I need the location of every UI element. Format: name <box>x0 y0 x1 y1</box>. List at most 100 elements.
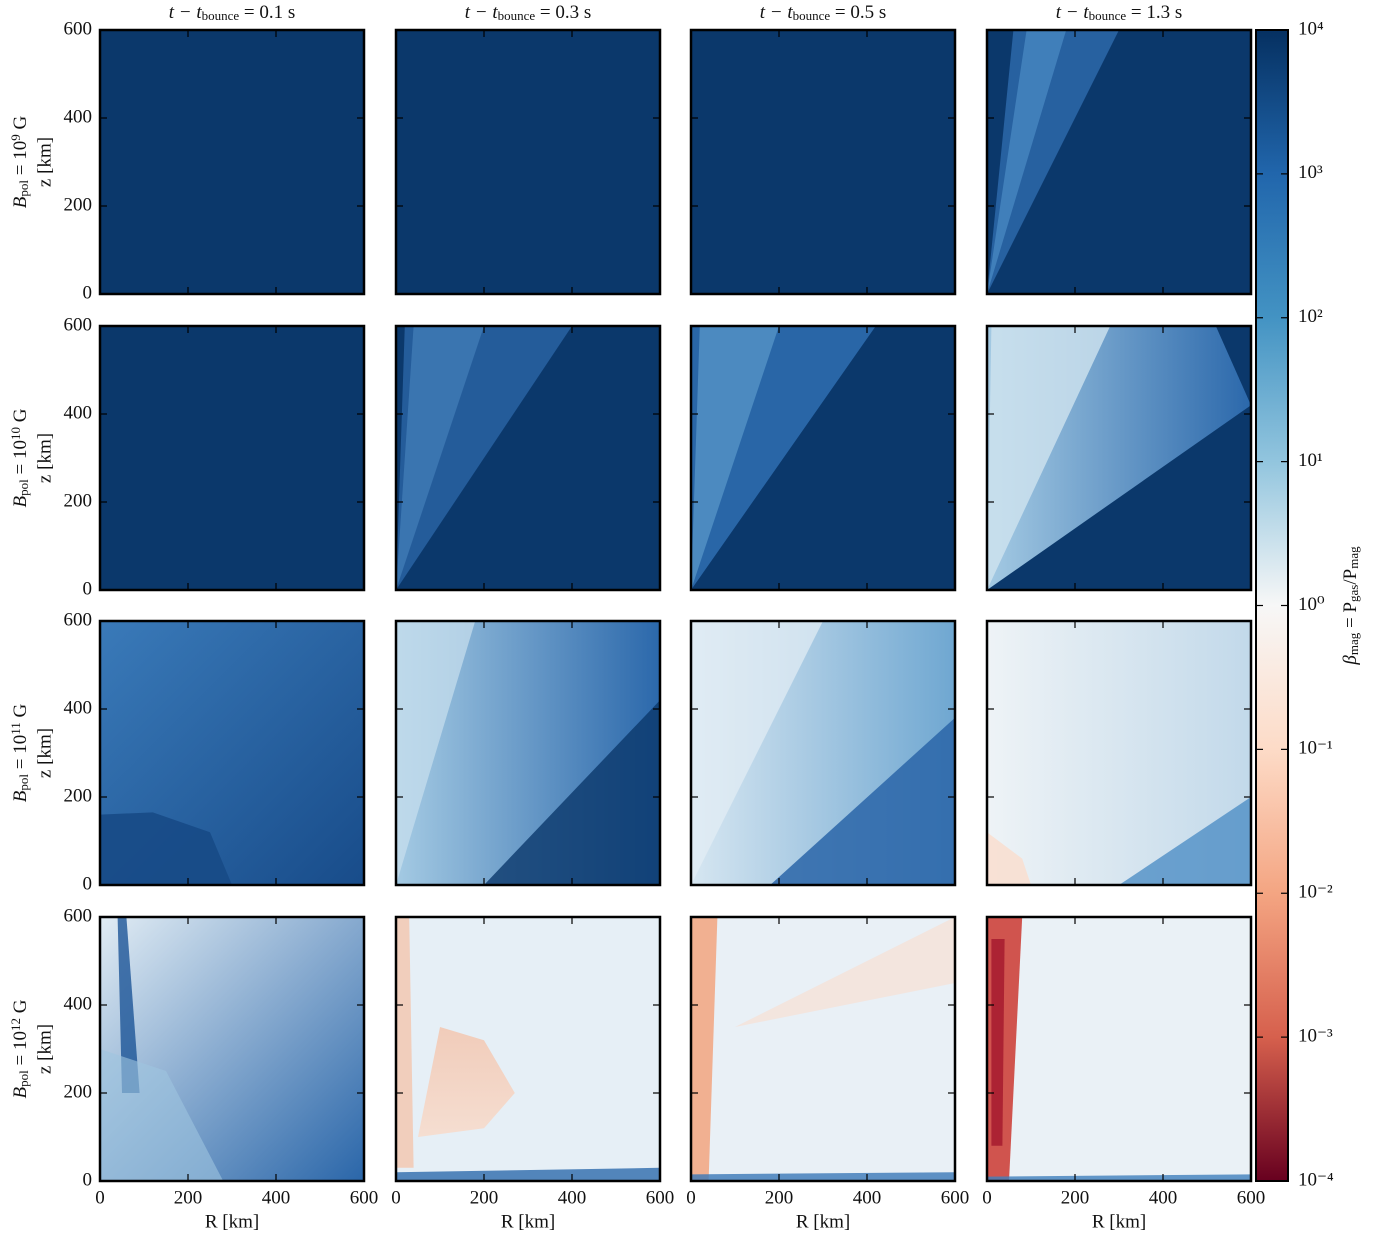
panel-frame <box>98 619 366 887</box>
field-structure <box>396 1167 660 1181</box>
field <box>100 326 364 590</box>
panel <box>394 915 662 1183</box>
field <box>987 30 1251 294</box>
x-axis-label: R [km] <box>796 1211 850 1232</box>
panel <box>98 619 366 887</box>
x-tick-label: 200 <box>174 1187 203 1208</box>
panel <box>98 28 366 296</box>
x-axis-label: R [km] <box>501 1211 555 1232</box>
y-tick-label: 200 <box>64 194 93 215</box>
colorbar-label-part: /P <box>1340 569 1361 585</box>
row-label-part: G <box>10 408 31 427</box>
y-tick-label: 200 <box>64 785 93 806</box>
panel-frame <box>689 28 957 296</box>
row-label-part: 11 <box>8 722 23 735</box>
panel-frame <box>985 28 1253 296</box>
y-axis-label: z [km] <box>34 1024 55 1074</box>
y-tick-label: 0 <box>83 282 93 303</box>
panel <box>394 619 662 887</box>
x-axis-label: R [km] <box>205 1211 259 1232</box>
row-label: Bpol = 109 G <box>8 116 32 209</box>
row-label-part: = 10 <box>10 1031 31 1070</box>
field-base <box>100 30 364 294</box>
panel <box>394 324 662 592</box>
colorbar-label-part: gas <box>1346 585 1361 602</box>
panel-frame <box>689 915 957 1183</box>
row-label-part: B <box>10 1086 31 1098</box>
column-title-part: = 0.1 s <box>239 2 295 23</box>
column-title-part: t − t <box>1056 2 1090 23</box>
panel <box>985 619 1253 887</box>
row-label-part: G <box>10 704 31 723</box>
colorbar-label-part: mag <box>1346 546 1361 569</box>
column-title-part: t − t <box>465 2 499 23</box>
field <box>691 30 955 294</box>
x-tick-label: 0 <box>391 1187 401 1208</box>
colorbar-tick-label: 10⁰ <box>1298 594 1325 615</box>
row-label-part: = 10 <box>10 735 31 774</box>
field-structure <box>100 812 232 885</box>
colorbar-label-part: β <box>1340 655 1361 666</box>
row-label-part: G <box>10 116 31 135</box>
field-base <box>396 30 660 294</box>
y-tick-label: 400 <box>64 402 93 423</box>
column-title-part: t − t <box>760 2 794 23</box>
x-axis-label: R [km] <box>1092 1211 1146 1232</box>
field-structure <box>735 917 955 1027</box>
x-tick-label: 200 <box>765 1187 794 1208</box>
row-label-part: = 10 <box>10 440 31 479</box>
field-structure <box>117 917 140 1093</box>
field-base <box>100 326 364 590</box>
field-structure <box>100 1049 224 1181</box>
panel <box>985 915 1253 1183</box>
field <box>396 30 660 294</box>
colorbar-label-part: = P <box>1340 602 1361 633</box>
colorbar-tick-label: 10⁻⁴ <box>1298 1169 1334 1190</box>
panel-frame <box>98 915 366 1183</box>
field-structure <box>1119 797 1251 885</box>
y-tick-label: 200 <box>64 1081 93 1102</box>
field-structure <box>396 917 414 1168</box>
x-tick-label: 200 <box>1061 1187 1090 1208</box>
row-label-part: 10 <box>8 427 23 440</box>
panel <box>689 28 957 296</box>
field <box>396 326 660 590</box>
field-base <box>691 30 955 294</box>
field-structure <box>396 326 484 590</box>
row-label-part: pol <box>16 180 31 197</box>
field <box>396 621 660 885</box>
colorbar-tick-label: 10⁻² <box>1298 882 1333 903</box>
y-axis-label: z [km] <box>34 433 55 483</box>
panel <box>689 619 957 887</box>
row-label-part: B <box>10 790 31 802</box>
row-label-part: B <box>10 495 31 507</box>
column-title: t − tbounce = 0.5 s <box>760 2 887 23</box>
panel <box>985 324 1253 592</box>
field-structure <box>987 326 1111 590</box>
panel-frame <box>985 324 1253 592</box>
x-tick-label: 400 <box>558 1187 587 1208</box>
row-label-part: G <box>10 999 31 1018</box>
panel <box>98 324 366 592</box>
colorbar-tick-label: 10⁻³ <box>1298 1025 1333 1046</box>
row-label-part: 9 <box>8 134 23 141</box>
panel-frame <box>394 915 662 1183</box>
row-label-part: pol <box>16 1070 31 1087</box>
x-tick-label: 0 <box>686 1187 696 1208</box>
y-tick-label: 0 <box>83 578 93 599</box>
x-tick-label: 600 <box>350 1187 379 1208</box>
x-tick-label: 400 <box>262 1187 291 1208</box>
y-tick-label: 0 <box>83 873 93 894</box>
x-tick-label: 200 <box>470 1187 499 1208</box>
colorbar-label: βmag = Pgas/Pmag <box>1340 546 1361 666</box>
panel-frame <box>394 619 662 887</box>
field <box>987 326 1251 590</box>
column-title-part: t − t <box>169 2 203 23</box>
field <box>987 917 1251 1181</box>
field-structure <box>987 1174 1251 1181</box>
column-title-part: = 0.5 s <box>830 2 886 23</box>
x-tick-label: 600 <box>941 1187 970 1208</box>
row-label-part: 12 <box>8 1018 23 1031</box>
field <box>691 917 955 1181</box>
field-structure <box>691 917 718 1181</box>
